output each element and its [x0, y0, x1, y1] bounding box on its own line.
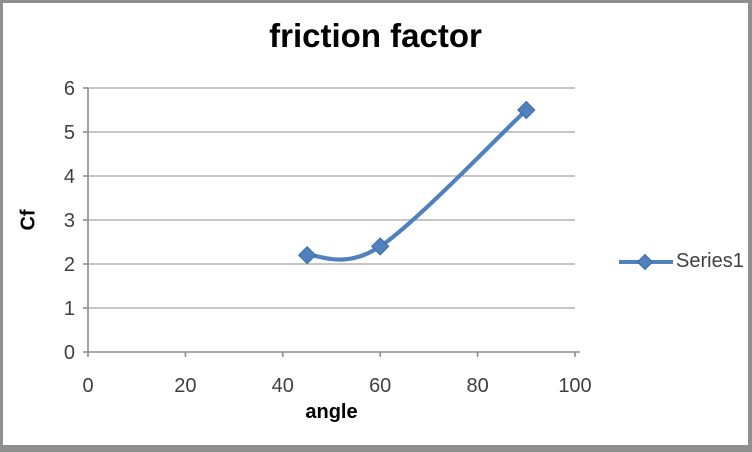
x-tick-label: 0: [82, 375, 93, 397]
y-tick-label: 0: [64, 342, 75, 364]
data-point-marker[interactable]: [517, 100, 536, 120]
data-point-marker[interactable]: [297, 245, 317, 265]
legend-series-label: Series1: [676, 250, 744, 272]
data-point-marker[interactable]: [370, 237, 390, 256]
x-tick-label: 20: [174, 375, 196, 397]
x-tick-label: 100: [558, 375, 591, 397]
y-tick-label: 1: [64, 298, 75, 320]
y-tick-label: 5: [64, 122, 75, 144]
y-tick-label: 3: [64, 210, 75, 232]
y-tick-label: 4: [64, 166, 75, 188]
series-line[interactable]: [305, 107, 529, 262]
y-tick-label: 2: [64, 254, 75, 276]
x-tick-label: 40: [272, 375, 294, 397]
legend-diamond-icon: [636, 253, 654, 270]
legend[interactable]: Series1: [619, 250, 744, 273]
x-axis-title: angle: [305, 401, 358, 423]
y-axis-title: Cf: [17, 209, 40, 231]
x-tick-label: 60: [369, 375, 391, 397]
legend-series-marker-icon: [619, 253, 673, 270]
x-tick-label: 80: [466, 375, 488, 397]
chart-title[interactable]: friction factor: [269, 17, 482, 54]
y-tick-label: 6: [64, 78, 75, 100]
